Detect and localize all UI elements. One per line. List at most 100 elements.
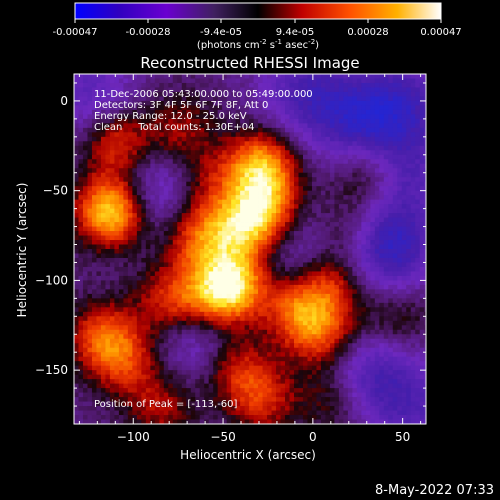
heatmap-pixel <box>294 154 299 160</box>
heatmap-pixel <box>343 325 349 331</box>
heatmap-pixel <box>424 352 426 358</box>
heatmap-pixel <box>78 96 84 102</box>
heatmap-pixel <box>109 195 115 201</box>
heatmap-pixel <box>190 226 196 232</box>
heatmap-pixel <box>320 195 326 201</box>
heatmap-pixel <box>285 141 290 147</box>
heatmap-pixel <box>186 186 192 192</box>
heatmap-pixel <box>253 347 259 353</box>
heatmap-pixel <box>177 127 183 133</box>
heatmap-pixel <box>141 226 147 232</box>
heatmap-pixel <box>419 82 425 88</box>
heatmap-pixel <box>195 190 201 196</box>
heatmap-pixel <box>365 316 371 322</box>
heatmap-pixel <box>258 100 263 106</box>
heatmap-pixel <box>383 338 389 344</box>
heatmap-pixel <box>370 343 376 349</box>
heatmap-pixel <box>374 141 380 147</box>
heatmap-pixel <box>217 141 223 147</box>
heatmap-pixel <box>213 78 219 84</box>
heatmap-pixel <box>109 177 115 183</box>
heatmap-pixel <box>370 231 376 236</box>
heatmap-pixel <box>199 186 205 192</box>
heatmap-pixel <box>74 190 79 196</box>
heatmap-pixel <box>289 271 295 277</box>
heatmap-pixel <box>118 329 124 335</box>
heatmap-pixel <box>159 325 165 331</box>
heatmap-pixel <box>334 352 340 358</box>
heatmap-pixel <box>406 275 412 281</box>
heatmap-pixel <box>87 145 93 151</box>
heatmap-pixel <box>127 100 133 106</box>
heatmap-pixel <box>289 123 295 129</box>
heatmap-pixel <box>392 190 398 196</box>
heatmap-pixel <box>195 177 201 183</box>
heatmap-pixel <box>208 244 214 250</box>
heatmap-pixel <box>361 302 367 308</box>
heatmap-pixel <box>329 338 335 344</box>
heatmap-pixel <box>388 195 394 201</box>
heatmap-pixel <box>199 204 205 210</box>
heatmap-pixel <box>280 87 286 93</box>
heatmap-pixel <box>406 195 412 201</box>
heatmap-pixel <box>141 262 147 268</box>
heatmap-pixel <box>401 271 407 277</box>
heatmap-pixel <box>298 181 304 187</box>
heatmap-pixel <box>289 163 295 169</box>
heatmap-pixel <box>285 284 290 290</box>
heatmap-pixel <box>285 226 290 232</box>
heatmap-pixel <box>365 240 371 245</box>
heatmap-pixel <box>262 118 268 124</box>
heatmap-pixel <box>181 302 187 308</box>
heatmap-pixel <box>74 118 79 124</box>
heatmap-pixel <box>199 244 205 250</box>
heatmap-pixel <box>370 213 376 218</box>
heatmap-pixel <box>325 249 331 254</box>
heatmap-pixel <box>397 231 403 236</box>
heatmap-pixel <box>410 199 416 205</box>
heatmap-pixel <box>397 118 403 124</box>
heatmap-pixel <box>240 105 246 111</box>
heatmap-pixel <box>240 298 246 304</box>
heatmap-pixel <box>401 352 407 358</box>
heatmap-pixel <box>74 320 79 326</box>
heatmap-pixel <box>172 222 178 227</box>
heatmap-pixel <box>298 338 304 344</box>
heatmap-pixel <box>285 275 290 281</box>
heatmap-pixel <box>78 181 84 187</box>
heatmap-pixel <box>388 181 394 187</box>
heatmap-pixel <box>311 186 317 192</box>
heatmap-pixel <box>365 186 371 192</box>
heatmap-pixel <box>240 266 246 272</box>
heatmap-pixel <box>195 320 201 326</box>
heatmap-pixel <box>244 127 250 133</box>
heatmap-pixel <box>311 190 317 196</box>
heatmap-pixel <box>419 78 425 84</box>
heatmap-pixel <box>397 302 403 308</box>
heatmap-pixel <box>397 199 403 205</box>
heatmap-pixel <box>258 123 263 129</box>
heatmap-pixel <box>217 204 223 210</box>
heatmap-pixel <box>163 311 169 317</box>
heatmap-pixel <box>262 91 268 97</box>
heatmap-pixel <box>249 352 254 358</box>
heatmap-pixel <box>415 186 421 192</box>
heatmap-pixel <box>114 141 120 147</box>
heatmap-pixel <box>132 159 138 165</box>
heatmap-pixel <box>325 195 331 201</box>
heatmap-pixel <box>271 240 277 245</box>
heatmap-pixel <box>361 199 367 205</box>
heatmap-pixel <box>388 235 394 241</box>
heatmap-pixel <box>410 154 416 160</box>
heatmap-pixel <box>249 163 254 169</box>
heatmap-pixel <box>123 195 129 201</box>
heatmap-pixel <box>343 320 349 326</box>
heatmap-pixel <box>271 186 277 192</box>
heatmap-pixel <box>388 141 394 147</box>
heatmap-pixel <box>397 226 403 232</box>
heatmap-pixel <box>258 96 263 102</box>
heatmap-pixel <box>190 307 196 313</box>
heatmap-pixel <box>163 172 169 178</box>
heatmap-pixel <box>258 154 263 160</box>
heatmap-pixel <box>298 145 304 151</box>
